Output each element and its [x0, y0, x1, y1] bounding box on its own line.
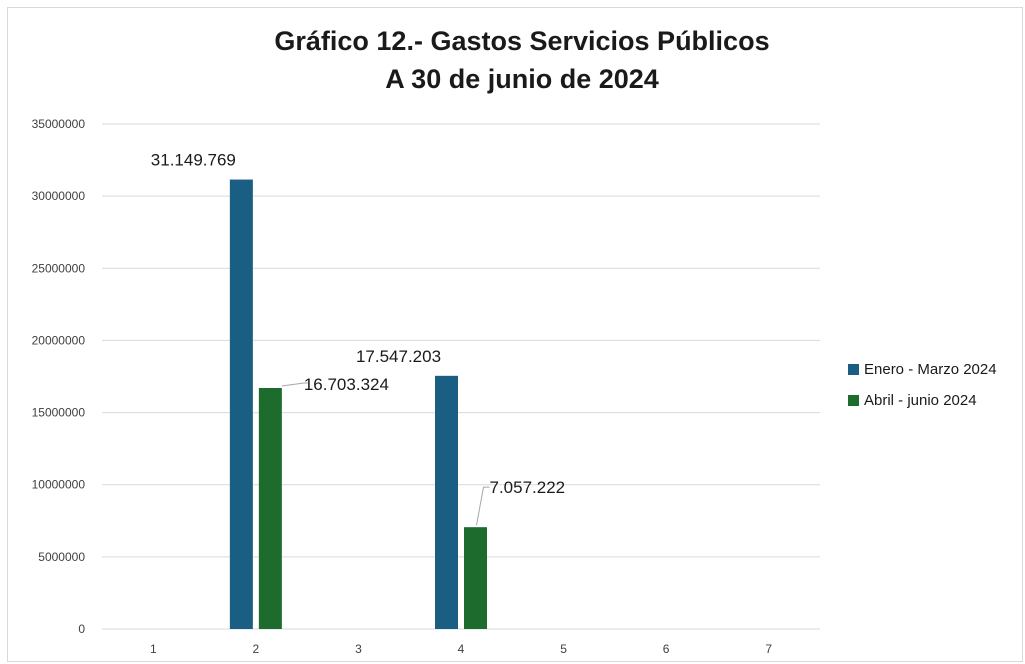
- x-tick-label: 3: [355, 642, 362, 656]
- legend-swatch-series-1: [848, 363, 859, 375]
- data-label-series-1-cat-2: 31.149.769: [151, 151, 236, 170]
- bar-series-1-cat-4: [435, 375, 458, 629]
- x-tick-label: 2: [253, 642, 260, 656]
- x-tick-label: 1: [150, 642, 157, 656]
- y-tick-label: 5000000: [38, 550, 85, 564]
- bar-series-2-cat-4: [464, 527, 487, 629]
- bar-series-2-cat-2: [258, 387, 282, 629]
- chart-title-line-2: A 30 de junio de 2024: [385, 64, 659, 94]
- legend-label-series-2: Abril - junio 2024: [864, 391, 977, 409]
- leader-line: [476, 486, 490, 526]
- y-tick-label: 10000000: [32, 478, 86, 492]
- legend-item-series-1: Enero - Marzo 2024: [848, 358, 997, 380]
- data-label-series-1-cat-4: 17.547.203: [356, 347, 441, 366]
- y-tick-label: 15000000: [32, 406, 86, 420]
- y-tick-label: 0: [78, 622, 85, 636]
- y-tick-label: 35000000: [32, 117, 86, 131]
- bar-series-1-cat-2: [229, 179, 253, 629]
- chart-title-line-1: Gráfico 12.- Gastos Servicios Públicos: [274, 26, 770, 56]
- y-tick-label: 30000000: [32, 189, 86, 203]
- x-tick-label: 5: [560, 642, 567, 656]
- x-tick-label: 4: [458, 642, 465, 656]
- data-label-series-2-cat-4: 7.057.222: [490, 478, 566, 497]
- x-tick-label: 7: [765, 642, 772, 656]
- leader-line: [281, 382, 308, 387]
- chart-frame: [7, 7, 1023, 662]
- legend-label-series-1: Enero - Marzo 2024: [864, 360, 997, 378]
- legend: Enero - Marzo 2024 Abril - junio 2024: [848, 358, 997, 420]
- chart-title: Gráfico 12.- Gastos Servicios Públicos A…: [0, 22, 1025, 98]
- legend-swatch-series-2: [848, 394, 859, 406]
- legend-item-series-2: Abril - junio 2024: [848, 389, 997, 411]
- x-tick-label: 6: [663, 642, 670, 656]
- y-tick-label: 20000000: [32, 333, 86, 347]
- y-tick-label: 25000000: [32, 261, 86, 275]
- data-label-series-2-cat-2: 16.703.324: [304, 375, 389, 394]
